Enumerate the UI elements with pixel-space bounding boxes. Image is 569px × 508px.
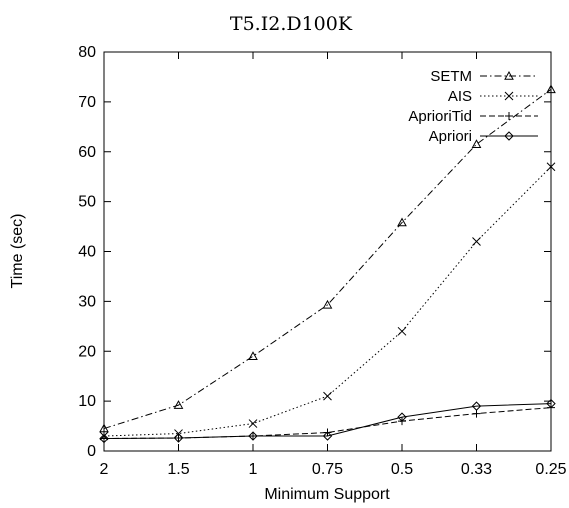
legend-label-apriori: Apriori [429, 128, 472, 145]
series-apriori [99, 398, 556, 444]
x-axis: 2 1.5 1 0.75 0.5 0.33 0.25 [100, 52, 567, 478]
y-tick-label: 0 [87, 443, 96, 460]
data-point-apriori [99, 433, 109, 444]
x-tick-label: 0.25 [535, 461, 566, 478]
x-axis-label: Minimum Support [264, 486, 390, 503]
plot-frame [103, 51, 552, 452]
legend-marker-apriori [504, 131, 514, 141]
x-tick-label: 0.33 [461, 461, 492, 478]
data-point-setm [546, 84, 556, 94]
y-tick-label: 30 [78, 293, 96, 310]
y-tick-label: 10 [78, 393, 96, 410]
x-tick-label: 1 [249, 461, 258, 478]
data-point-setm [322, 299, 333, 309]
series-line-setm [103, 89, 552, 430]
series-aprioritid [100, 403, 555, 443]
x-tick-label: 2 [100, 461, 109, 478]
x-tick-label: 0.5 [391, 461, 413, 478]
data-point-setm [173, 400, 184, 409]
data-point-setm [248, 351, 258, 360]
data-point-ais [472, 237, 481, 246]
x-tick-label: 0.75 [312, 461, 343, 478]
chart-title: T5.I2.D100K [230, 13, 353, 35]
series-line-apriori [103, 403, 552, 440]
data-point-setm [397, 217, 407, 227]
y-axis: 0 10 20 30 40 50 60 70 80 [78, 44, 551, 460]
data-point-setm [99, 423, 109, 433]
data-point-apriori [471, 401, 482, 411]
y-tick-label: 20 [78, 343, 96, 360]
y-tick-label: 60 [78, 144, 96, 161]
data-point-apriori [322, 431, 333, 441]
data-point-setm [471, 139, 482, 148]
data-point-aprioritid [472, 409, 481, 418]
series-layer [99, 84, 556, 444]
data-point-apriori [173, 433, 184, 443]
legend-marker-aprioritid [505, 112, 513, 120]
data-point-ais [323, 391, 332, 401]
series-setm [99, 84, 556, 433]
y-tick-label: 80 [78, 44, 96, 61]
legend: SETM AIS AprioriTid Apriori [408, 68, 538, 145]
data-point-apriori [546, 398, 556, 409]
data-point-apriori [397, 412, 407, 422]
data-point-ais [546, 162, 556, 172]
data-point-ais [248, 419, 258, 428]
y-axis-label: Time (sec) [9, 214, 26, 289]
y-tick-label: 70 [78, 94, 96, 111]
legend-marker-setm [504, 70, 514, 80]
data-point-ais [397, 326, 407, 336]
legend-label-setm: SETM [430, 68, 472, 85]
y-tick-label: 50 [78, 194, 96, 211]
data-point-apriori [248, 431, 258, 441]
legend-label-ais: AIS [448, 88, 472, 105]
legend-marker-ais [504, 91, 514, 101]
x-tick-label: 1.5 [167, 461, 189, 478]
y-tick-label: 40 [78, 244, 96, 261]
legend-label-aprioritid: AprioriTid [408, 108, 472, 125]
